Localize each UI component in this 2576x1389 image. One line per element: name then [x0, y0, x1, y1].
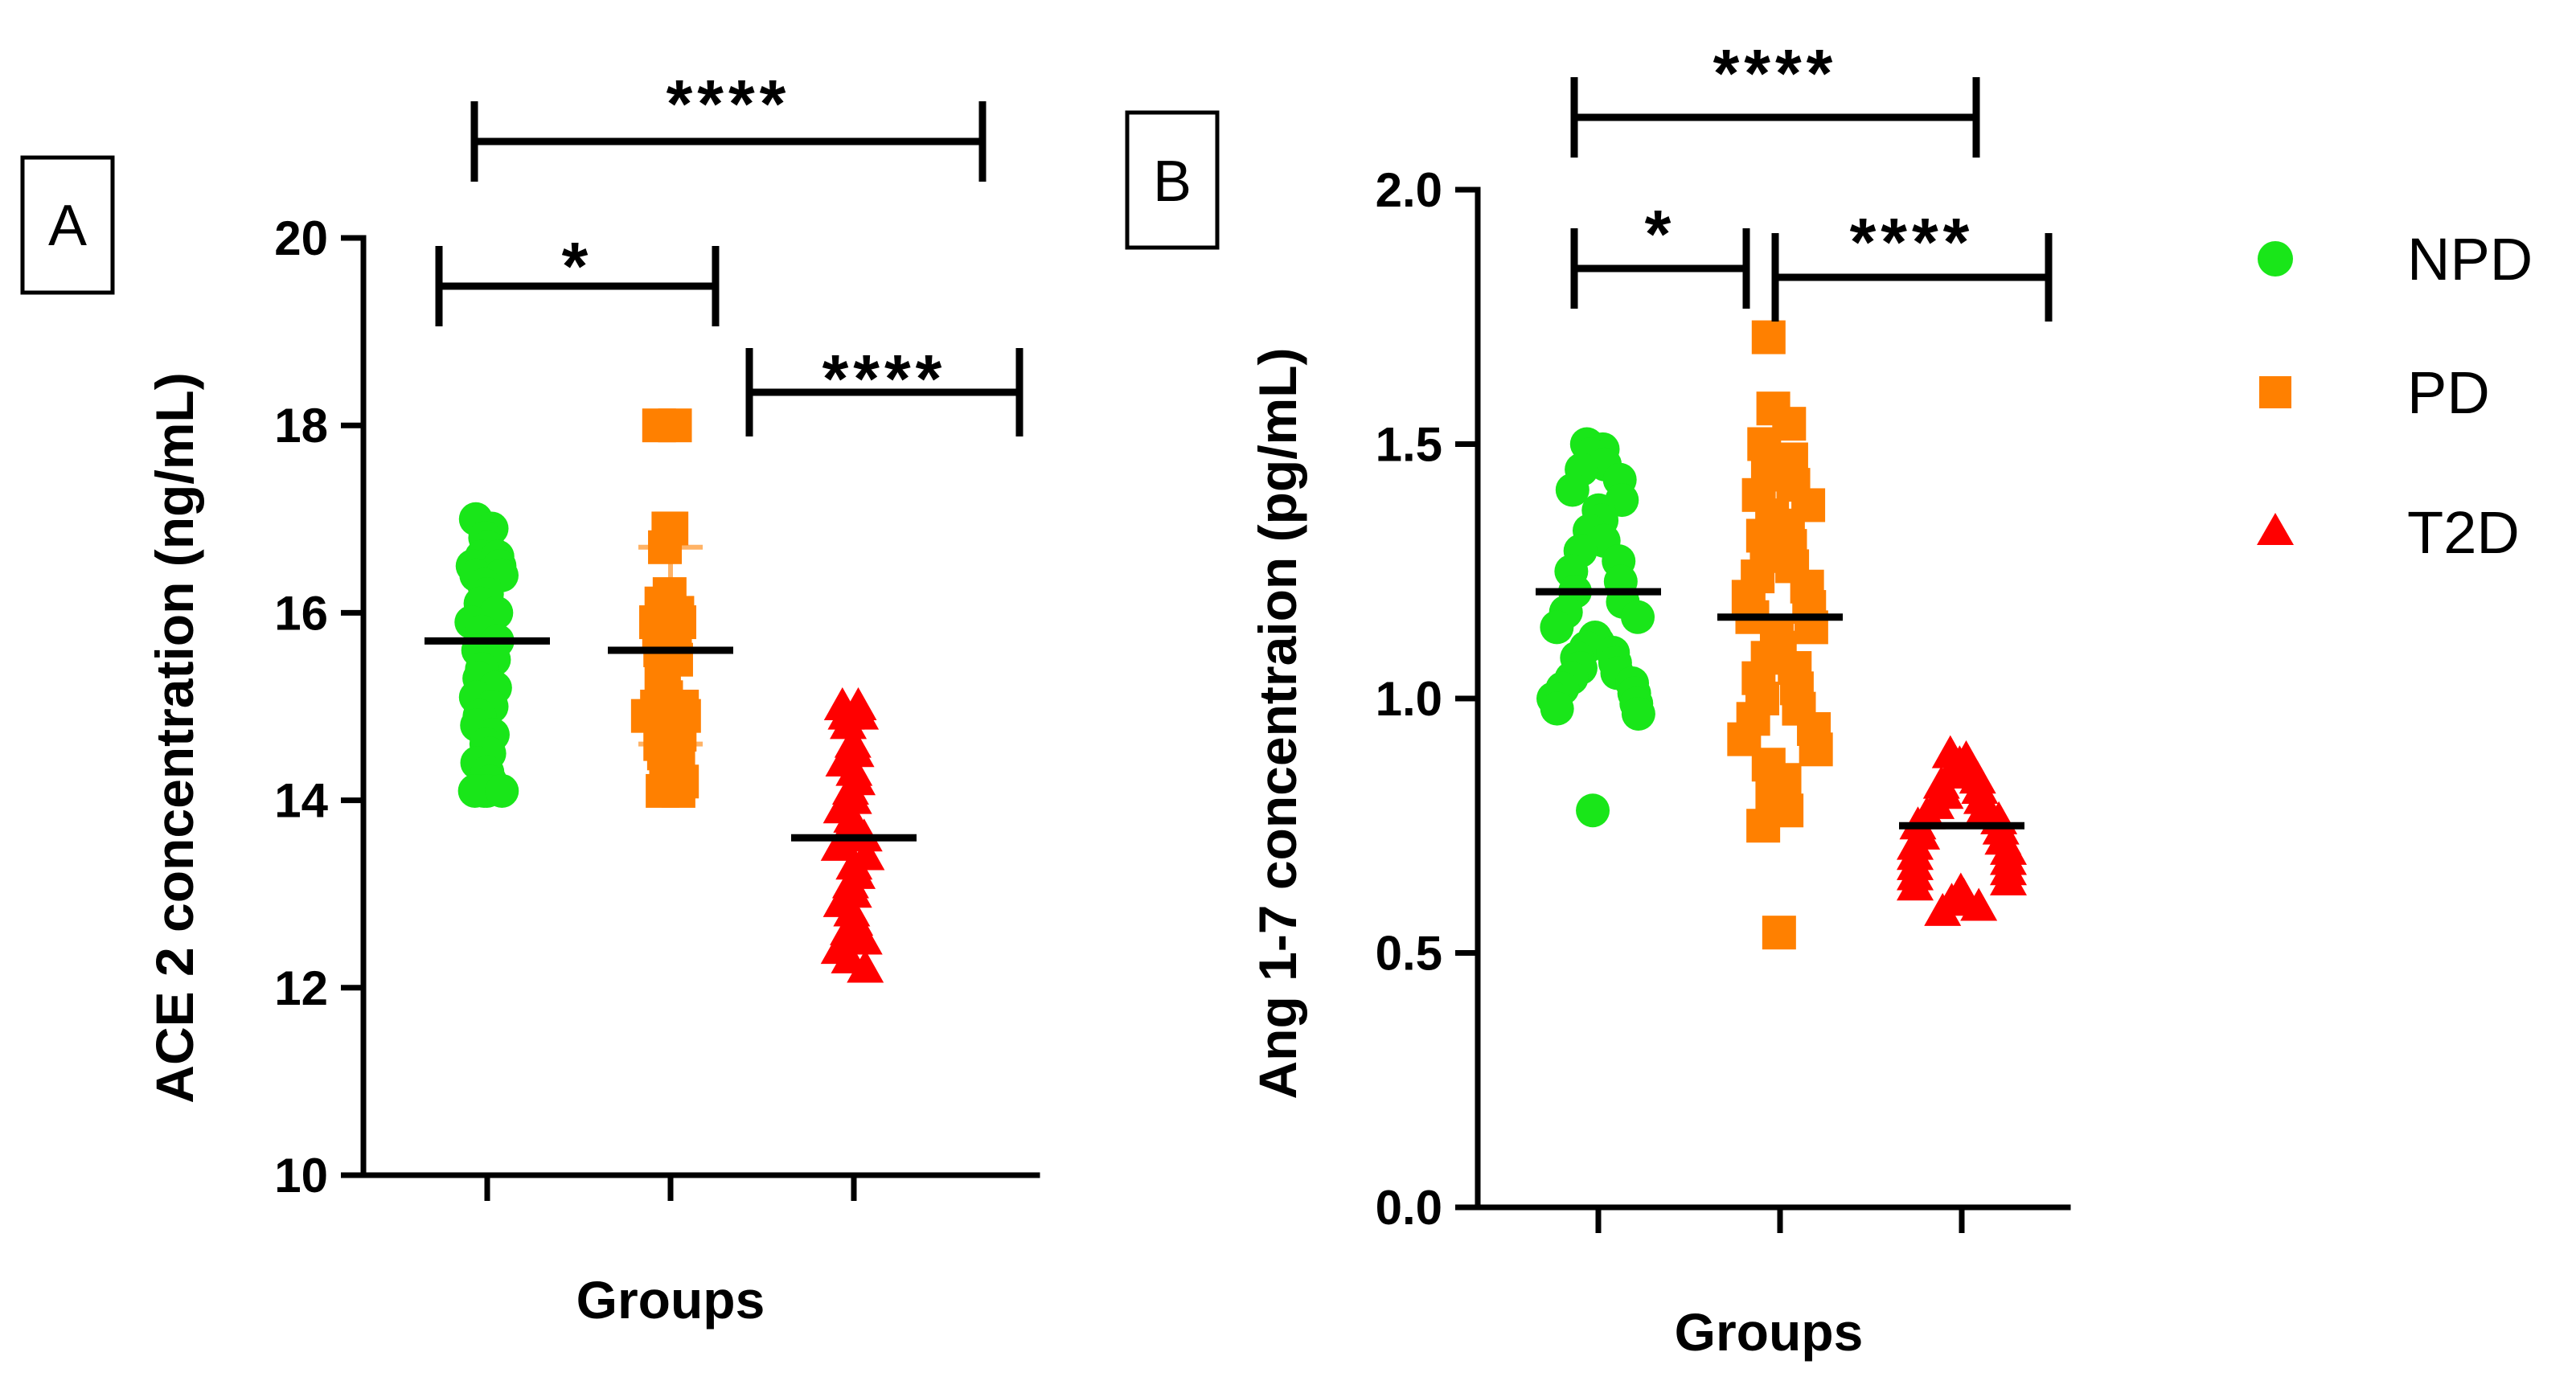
y-tick-label: 18: [274, 399, 328, 453]
panel-a-chart: A ACE 2 concentration (ng/mL) Groups 101…: [20, 66, 1040, 1330]
data-point-npd: [485, 773, 519, 808]
panel-b-chart: B Ang 1-7 concentraion (pg/mL) Groups 0.…: [1125, 35, 2071, 1362]
significance-bracket: *: [435, 228, 720, 326]
legend-npd-label: NPD: [2407, 226, 2533, 293]
significance-label: ****: [822, 341, 947, 416]
y-tick-label: 1.0: [1376, 672, 1442, 726]
significance-label: ****: [1850, 204, 1975, 280]
data-point-t2d: [1897, 867, 1934, 901]
legend-t2d-label: T2D: [2407, 499, 2520, 566]
data-point-npd: [1540, 691, 1574, 726]
data-point-pd: [1799, 732, 1833, 767]
data-point-npd: [1621, 696, 1655, 731]
y-tick-label: 10: [274, 1149, 328, 1203]
data-point-npd: [1555, 473, 1589, 507]
significance-label: *: [1645, 196, 1676, 272]
y-tick-label: 12: [274, 961, 328, 1015]
panel-b-y-axis-title: Ang 1-7 concentraion (pg/mL): [1248, 347, 1307, 1099]
panel-b-label-box: [1125, 110, 1220, 250]
y-tick-label: 14: [274, 774, 328, 828]
significance-bracket: ****: [1570, 35, 1980, 158]
panel-b-axes: 0.0 0.5 1.0 1.5 2.0: [1376, 163, 2071, 1235]
data-point-t2d: [1924, 892, 1962, 926]
data-point-npd: [1540, 610, 1574, 645]
panel-a-x-axis-title: Groups: [576, 1270, 765, 1330]
panel-a-axes: 10 12 14 16 18 20: [274, 211, 1040, 1203]
data-point-pd: [1746, 809, 1781, 843]
significance-label: ****: [667, 66, 791, 141]
panel-a-label-box: [20, 155, 115, 295]
y-tick-label: 0.0: [1376, 1181, 1442, 1235]
y-tick-label: 2.0: [1376, 163, 1442, 217]
legend-npd-marker: [2258, 241, 2293, 277]
significance-bracket: ****: [470, 66, 987, 182]
panel-b-data-marks: [1536, 320, 2027, 950]
y-tick-label: 20: [274, 211, 328, 265]
data-point-t2d: [1990, 862, 2027, 895]
significance-bracket: ****: [745, 341, 1023, 436]
data-point-pd: [648, 530, 683, 564]
data-point-pd: [1762, 916, 1796, 950]
legend-t2d-marker: [2257, 513, 2294, 545]
panel-a-significance: *********: [435, 66, 1023, 436]
panel-b-significance: * ********: [1570, 35, 2053, 322]
data-point-t2d: [1960, 887, 1998, 921]
y-tick-label: 0.5: [1376, 927, 1442, 981]
panel-b-x-axis-title: Groups: [1675, 1302, 1864, 1362]
data-point-t2d: [847, 949, 884, 983]
legend-pd-marker: [2259, 376, 2291, 408]
panel-a-label: A: [48, 194, 87, 258]
y-tick-label: 1.5: [1376, 418, 1442, 472]
data-point-npd: [1621, 600, 1655, 634]
data-point-t2d: [820, 827, 858, 861]
data-point-pd: [658, 408, 692, 443]
data-point-t2d: [845, 921, 883, 955]
significance-bracket: *: [1570, 196, 1750, 309]
data-point-npd: [457, 773, 492, 808]
data-point-pd: [661, 773, 695, 808]
significance-label: ****: [1713, 35, 1838, 111]
data-point-npd: [1576, 793, 1610, 828]
legend: NPD PD T2D: [2257, 226, 2533, 566]
y-tick-label: 16: [274, 586, 328, 640]
data-point-pd: [1751, 320, 1786, 354]
legend-pd-label: PD: [2407, 359, 2490, 426]
panel-a-y-axis-title: ACE 2 concentration (ng/mL): [145, 372, 204, 1103]
significance-bracket: ****: [1771, 204, 2053, 322]
panel-b-label: B: [1153, 150, 1192, 214]
panel-a-data-marks: [425, 408, 917, 983]
data-point-t2d: [830, 706, 868, 740]
significance-label: *: [562, 228, 593, 304]
